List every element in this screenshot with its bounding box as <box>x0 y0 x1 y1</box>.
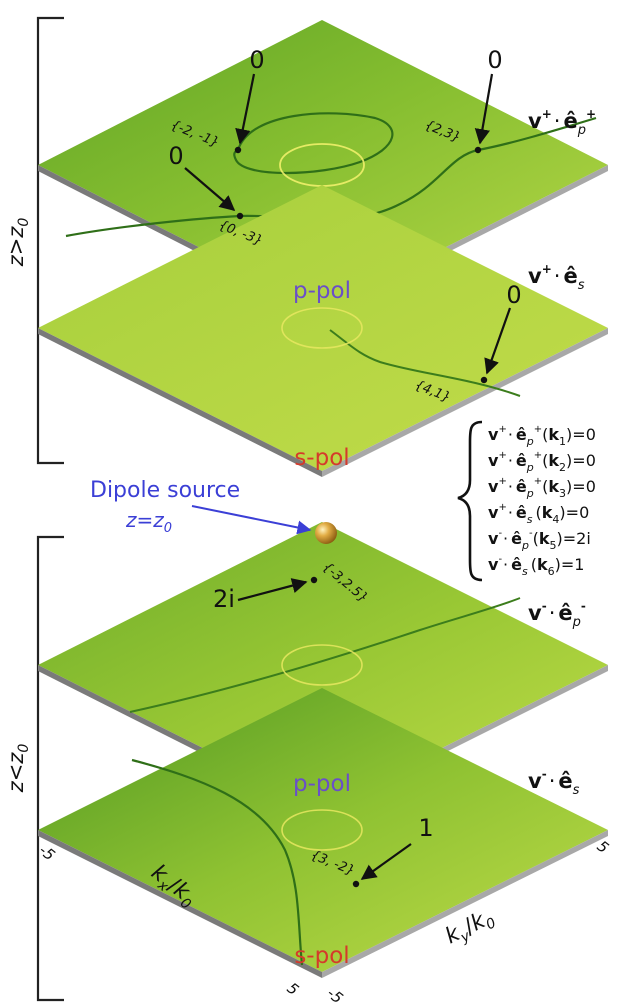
zero-point <box>236 212 244 220</box>
point-value: 0 <box>249 46 264 74</box>
arrow <box>484 307 512 375</box>
light-ring <box>281 307 363 349</box>
point-value: 0 <box>168 142 183 170</box>
dipole-source-label: Dipole source <box>90 478 240 503</box>
plane-label-v-minus-ep-minus: v-· êp- <box>528 599 586 630</box>
point-value: 0 <box>487 46 502 74</box>
light-ring <box>281 644 363 686</box>
lower-bracket <box>36 535 64 1002</box>
arrow <box>474 73 494 145</box>
zero-curve <box>129 597 521 713</box>
tick-right-bottom: -5 <box>324 984 347 1007</box>
p-pol-label-lower: p-pol <box>293 771 351 797</box>
dipole-z-label: z=z0 <box>125 508 172 536</box>
equation-line: v+· êp+(k2)=0 <box>488 450 596 474</box>
tick-left-bottom: 5 <box>284 979 303 999</box>
zero-curve <box>329 329 521 397</box>
point-value: 2i <box>213 585 235 613</box>
zero-point <box>474 146 482 154</box>
equation-line: v+· êp+(k3)=0 <box>488 476 596 500</box>
plane-label-v-plus-ep-plus: v+· êp+ <box>528 107 596 138</box>
equation-system: v+· êp+(k1)=0v+· êp+(k2)=0v+· êp+(k3)=0v+· ê… <box>457 420 596 582</box>
arrow <box>184 167 236 212</box>
brace <box>457 420 483 582</box>
lower-region-label: z<z0 <box>4 744 32 794</box>
arrow <box>235 73 256 145</box>
s-pol-label-upper: s-pol <box>294 445 349 471</box>
zero-curve-ring <box>233 112 394 175</box>
equation-line: v+· ês (k4)=0 <box>488 502 589 526</box>
upper-bracket <box>36 16 64 465</box>
arrow <box>360 843 412 880</box>
plane-label-v-plus-es: v+· ês <box>528 262 585 293</box>
plane-v-minus-es <box>38 688 608 978</box>
p-pol-label-upper: p-pol <box>293 278 351 304</box>
upper-region-label: z>z0 <box>4 218 32 268</box>
plane-label-v-minus-es: v-· ês <box>528 767 580 798</box>
zero-curve <box>131 758 304 966</box>
equation-line: v-· êp-(k5)=2i <box>488 528 591 552</box>
dipole-source: Dipole source z=z0 <box>90 478 337 544</box>
dipole-arrow <box>191 505 312 535</box>
point-value: 0 <box>506 281 521 309</box>
zero-curve-sweep <box>65 116 597 238</box>
point-value: 1 <box>418 814 433 842</box>
zero-point <box>234 146 242 154</box>
arrow <box>237 578 308 602</box>
equation-line: v+· êp+(k1)=0 <box>488 424 596 448</box>
zero-point <box>480 376 488 384</box>
point <box>352 880 360 888</box>
light-ring <box>281 809 363 851</box>
plane-v-plus-es <box>38 185 608 477</box>
gold-sphere <box>315 522 337 544</box>
equation-line: v-· ês (k6)=1 <box>488 554 584 578</box>
pole-point <box>310 576 318 584</box>
s-pol-label-lower: s-pol <box>294 943 349 969</box>
